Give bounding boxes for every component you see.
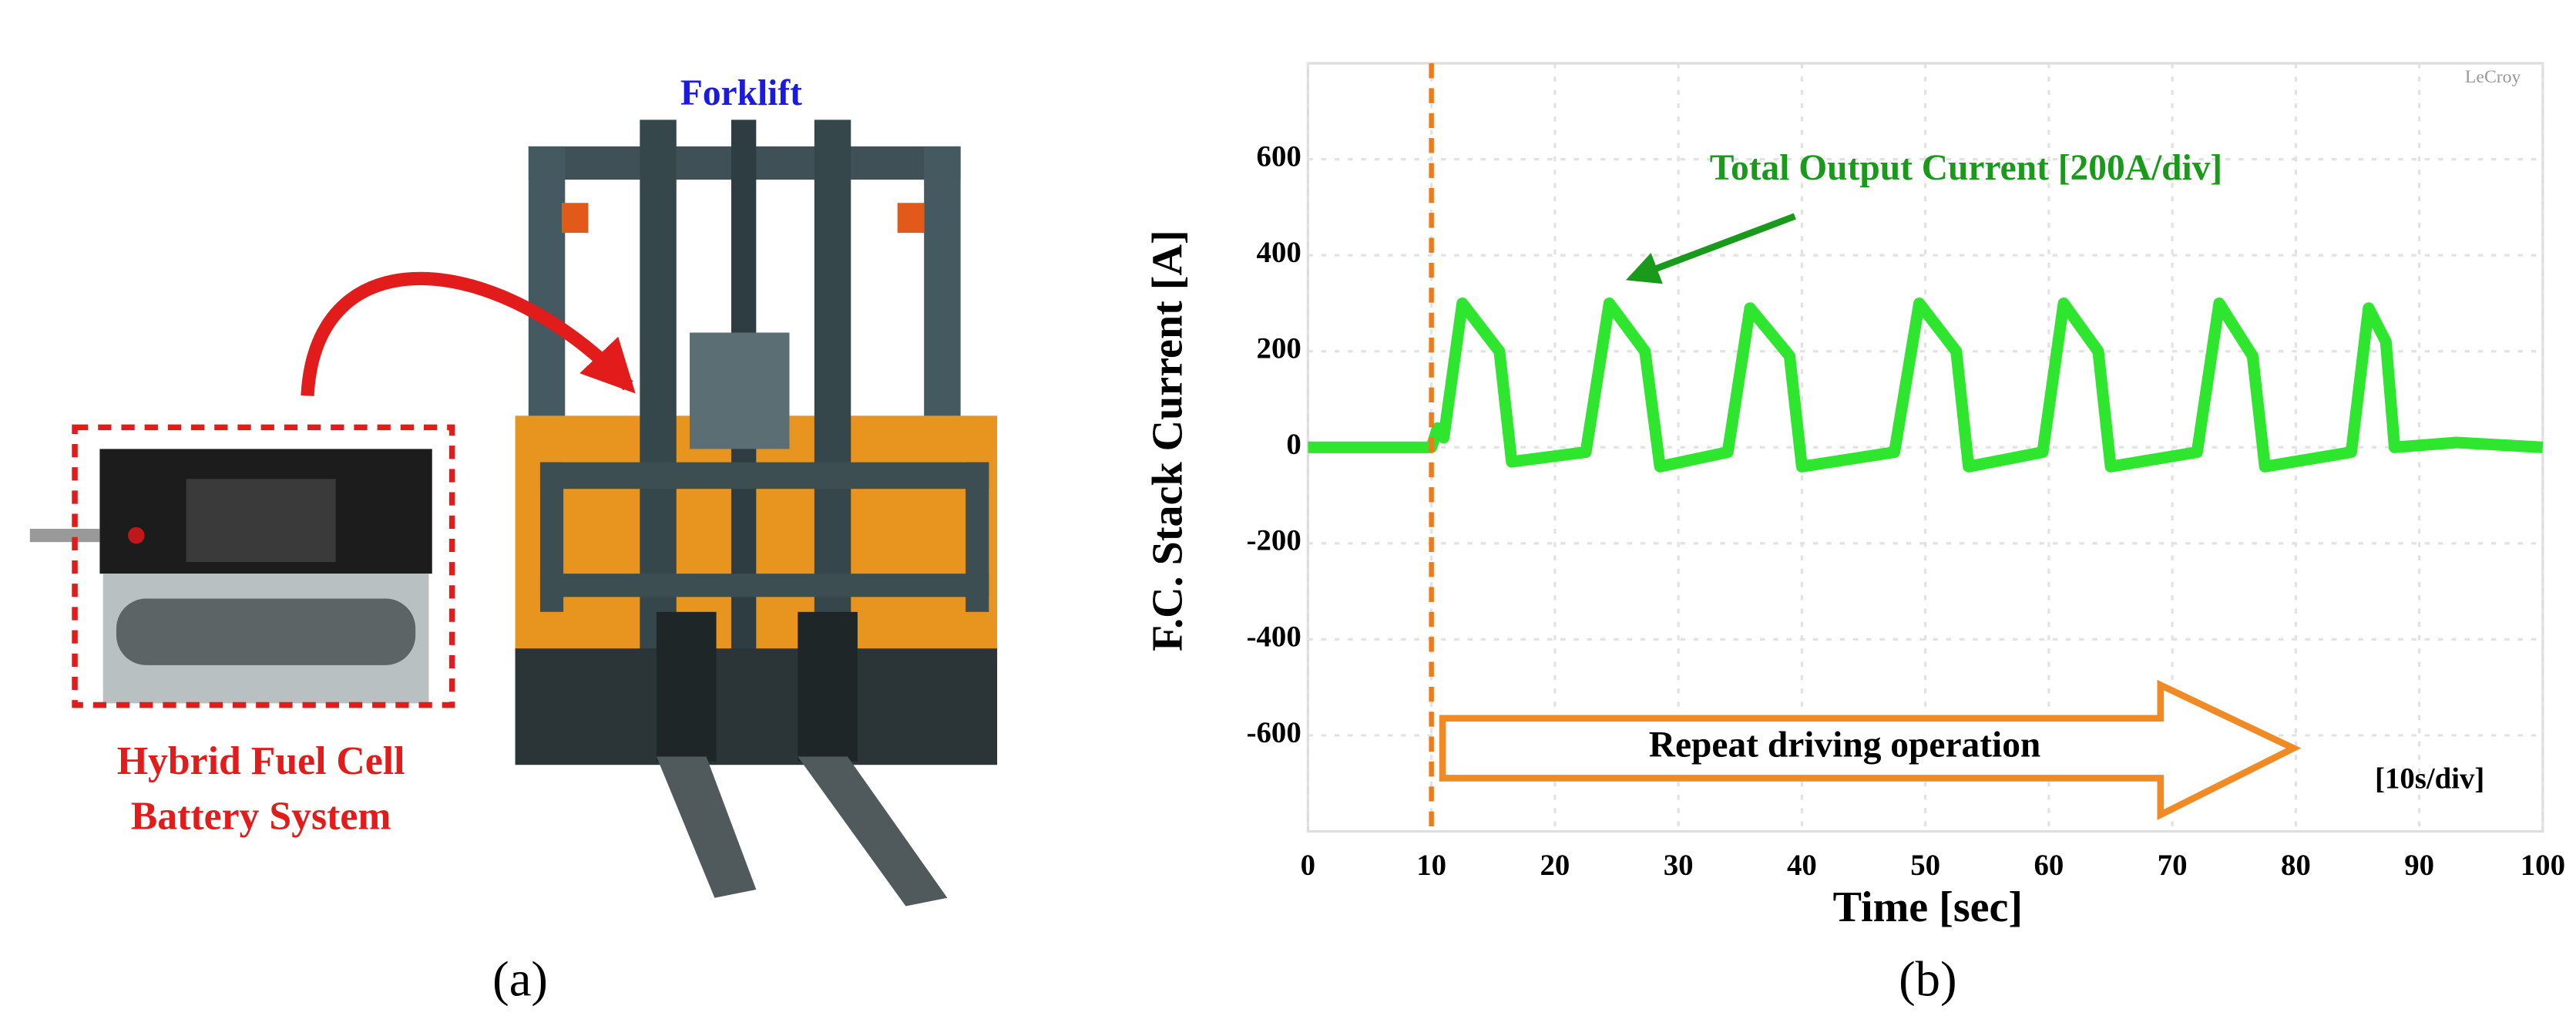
x-tick-label: 20 bbox=[1540, 849, 1570, 882]
annotation-arrow bbox=[1625, 213, 1796, 284]
annotation: [10s/div] bbox=[2375, 762, 2484, 796]
annotation: Repeat driving operation bbox=[1649, 725, 2041, 765]
forklift-illustration bbox=[515, 119, 998, 907]
x-tick-label: 80 bbox=[2281, 849, 2311, 882]
x-tick-label: 100 bbox=[2521, 849, 2565, 882]
x-axis-label: Time [sec] bbox=[1833, 883, 2023, 931]
watermark: LeCroy bbox=[2465, 67, 2521, 87]
y-tick-label: 0 bbox=[1286, 428, 1301, 461]
data-line bbox=[1308, 297, 2544, 473]
x-tick-label: 10 bbox=[1416, 849, 1446, 882]
vehicle-label: Forklift bbox=[680, 73, 802, 113]
panel-caption: (b) bbox=[1899, 951, 1956, 1007]
panel-caption: (a) bbox=[492, 951, 548, 1007]
y-tick-label: -600 bbox=[1247, 716, 1301, 749]
y-tick-label: 400 bbox=[1257, 236, 1301, 269]
y-tick-label: -400 bbox=[1247, 620, 1301, 653]
x-tick-label: 30 bbox=[1664, 849, 1694, 882]
x-tick-label: 40 bbox=[1787, 849, 1817, 882]
y-axis-label: F.C. Stack Current [A] bbox=[1144, 230, 1191, 651]
x-tick-label: 60 bbox=[2034, 849, 2064, 882]
x-tick-label: 50 bbox=[1910, 849, 1940, 882]
system-label: Battery System bbox=[131, 794, 391, 838]
x-tick-label: 70 bbox=[2158, 849, 2188, 882]
system-label: Hybrid Fuel Cell bbox=[117, 739, 405, 783]
operation-arrow bbox=[1439, 679, 2302, 820]
x-tick-label: 0 bbox=[1301, 849, 1315, 882]
y-tick-label: -200 bbox=[1247, 524, 1301, 557]
battery-system-illustration bbox=[29, 271, 636, 708]
y-tick-label: 200 bbox=[1257, 332, 1301, 365]
x-tick-label: 90 bbox=[2404, 849, 2434, 882]
y-tick-label: 600 bbox=[1257, 140, 1301, 173]
annotation: Total Output Current [200A/div] bbox=[1710, 148, 2223, 188]
